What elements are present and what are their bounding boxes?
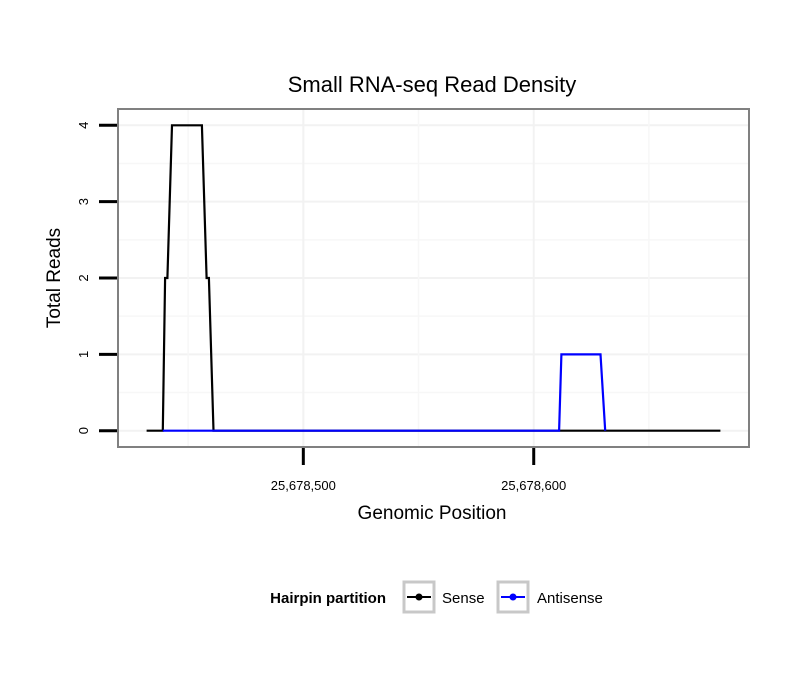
y-tick-label-1: 1	[76, 351, 91, 358]
plot-panel	[117, 108, 750, 448]
chart-title: Small RNA-seq Read Density	[288, 72, 577, 97]
series-line-sense	[146, 124, 721, 432]
x-axis: 25,678,500 25,678,600	[271, 448, 566, 493]
y-axis-title: Total Reads	[44, 228, 65, 328]
y-axis: 0 1 2 3 4	[76, 122, 117, 434]
y-tick-label-3: 3	[76, 198, 91, 205]
legend-dot-antisense	[509, 593, 517, 601]
legend-dot-sense	[415, 593, 423, 601]
x-axis-title: Genomic Position	[358, 503, 507, 524]
series-line-antisense	[162, 353, 607, 432]
legend: Hairpin partition Sense Antisense	[270, 580, 603, 614]
x-tick-label-25678500: 25,678,500	[271, 478, 336, 493]
x-tick-label-25678600: 25,678,600	[501, 478, 566, 493]
gridlines	[119, 110, 748, 446]
legend-label-antisense: Antisense	[537, 590, 603, 607]
legend-label-sense: Sense	[442, 590, 485, 607]
y-tick-label-2: 2	[76, 274, 91, 281]
legend-title: Hairpin partition	[270, 590, 386, 607]
series-lines	[146, 124, 721, 432]
legend-item-antisense: Antisense	[496, 580, 603, 614]
legend-item-sense: Sense	[402, 580, 485, 614]
y-tick-label-0: 0	[76, 427, 91, 434]
y-tick-label-4: 4	[76, 122, 91, 129]
